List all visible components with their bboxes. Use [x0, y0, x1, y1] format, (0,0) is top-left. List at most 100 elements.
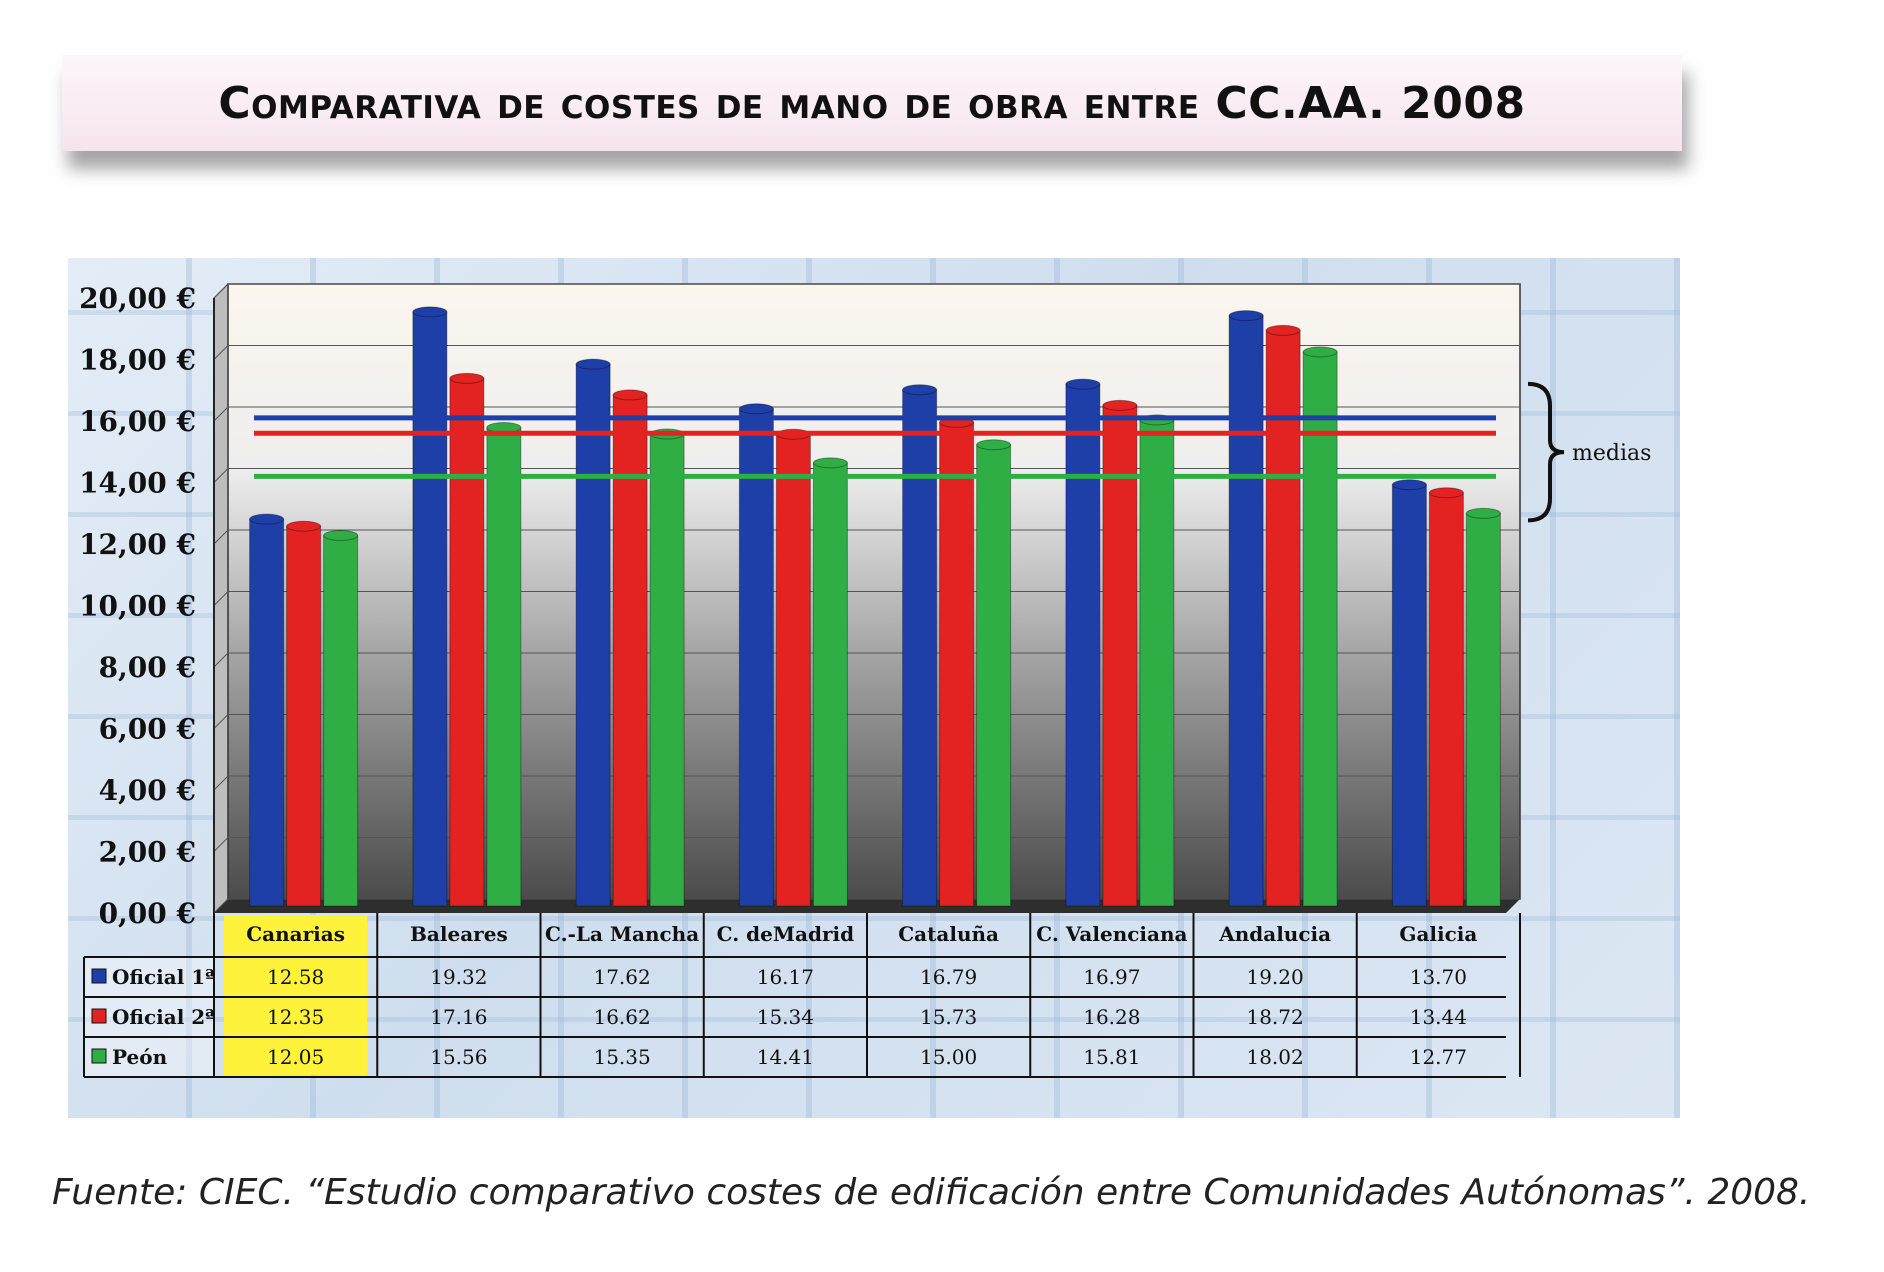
- table-value: 15.56: [430, 1045, 487, 1069]
- table-value: 16.97: [1083, 965, 1140, 989]
- bar-1-2: [412, 311, 448, 907]
- bar-3-8: [1465, 512, 1501, 907]
- table-value: 17.62: [593, 965, 650, 989]
- legend-label: Peón: [112, 1045, 168, 1069]
- gridline-side: [213, 345, 229, 360]
- bar-2-7: [1265, 329, 1301, 907]
- bar-cap: [249, 513, 285, 525]
- gridline-side: [213, 591, 229, 606]
- table-value: 13.70: [1410, 965, 1467, 989]
- bar-cap: [976, 439, 1012, 451]
- gridline-side: [213, 652, 229, 668]
- bar-3-2: [486, 427, 522, 907]
- y-tick-label: 6,00 €: [99, 713, 196, 746]
- bar-cap: [1428, 487, 1464, 499]
- bar-cap: [1102, 399, 1138, 411]
- bar-cap: [1302, 346, 1338, 358]
- table-value: 16.17: [757, 965, 814, 989]
- table-value: 12.58: [267, 965, 324, 989]
- table-value: 15.34: [757, 1005, 814, 1029]
- chart-title-box: Comparativa de costes de mano de obra en…: [62, 55, 1682, 151]
- legend-key: [91, 1048, 107, 1064]
- category-label: C. deMadrid: [717, 922, 854, 946]
- bar-cap: [612, 389, 648, 401]
- table-value: 15.00: [920, 1045, 977, 1069]
- category-label: Baleares: [410, 922, 508, 946]
- table-value: 18.72: [1246, 1005, 1303, 1029]
- bar-2-8: [1428, 492, 1464, 907]
- gridline-side: [213, 898, 229, 914]
- gridline-side: [213, 468, 229, 483]
- table-value: 12.35: [267, 1005, 324, 1029]
- bar-cap: [412, 306, 448, 318]
- bar-cap: [1391, 479, 1427, 491]
- y-tick-label: 20,00 €: [79, 282, 196, 315]
- bar-1-8: [1391, 484, 1427, 907]
- bar-2-6: [1102, 404, 1138, 907]
- average-brace: [1527, 381, 1565, 523]
- legend-label: Oficial 1ª: [112, 965, 215, 989]
- highlight-column: [224, 915, 368, 1075]
- table-value: 12.77: [1410, 1045, 1467, 1069]
- category-label: C. Valenciana: [1036, 922, 1187, 946]
- bar-1-6: [1065, 383, 1101, 907]
- table-value: 12.05: [267, 1045, 324, 1069]
- table-value: 18.02: [1246, 1045, 1303, 1069]
- y-tick-label: 18,00 €: [79, 344, 196, 377]
- table-value: 19.20: [1246, 965, 1303, 989]
- bar-cap: [449, 372, 485, 384]
- table-value: 14.41: [757, 1045, 814, 1069]
- bar-chart: 0,00 € 2,00 € 4,00 € 6,00 € 8,00 € 10,00 € 12,…: [79, 282, 1651, 1078]
- bar-2-4: [775, 433, 811, 907]
- bar-cap: [1465, 507, 1501, 519]
- table-value: 19.32: [430, 965, 487, 989]
- bar-3-4: [812, 462, 848, 907]
- table-value: 15.73: [920, 1005, 977, 1029]
- bar-1-5: [902, 389, 938, 907]
- legend-label: Oficial 2ª: [112, 1005, 215, 1029]
- category-label: C.-La Mancha: [545, 922, 699, 946]
- category-label: Galicia: [1399, 922, 1477, 946]
- bar-cap: [1228, 310, 1264, 322]
- gridline-side: [213, 837, 229, 852]
- category-label: Andalucia: [1218, 922, 1331, 946]
- gridline-side: [213, 775, 229, 791]
- bar-1-7: [1228, 315, 1264, 907]
- gridline-side: [213, 529, 229, 545]
- bar-2-1: [286, 525, 322, 907]
- y-tick-label: 16,00 €: [79, 405, 196, 438]
- y-tick-label: 8,00 €: [99, 651, 196, 684]
- table-value: 17.16: [430, 1005, 487, 1029]
- bar-3-3: [649, 433, 685, 907]
- bar-1-4: [738, 408, 774, 907]
- table-value: 16.28: [1083, 1005, 1140, 1029]
- y-tick-label: 10,00 €: [79, 590, 196, 623]
- gridline-side: [213, 283, 229, 299]
- y-tick-label: 14,00 €: [79, 467, 196, 500]
- chart-title: Comparativa de costes de mano de obra en…: [218, 77, 1526, 129]
- bar-cap: [575, 358, 611, 370]
- table-value: 13.44: [1410, 1005, 1467, 1029]
- bar-2-5: [939, 421, 975, 907]
- y-tick-label: 4,00 €: [99, 774, 196, 807]
- gridline-side: [213, 714, 229, 729]
- chart-panel: 0,00 € 2,00 € 4,00 € 6,00 € 8,00 € 10,00 € 12,…: [68, 258, 1680, 1118]
- y-tick-label: 2,00 €: [99, 836, 196, 869]
- bar-cap: [812, 457, 848, 469]
- bar-cap: [323, 529, 359, 541]
- y-tick-label: 12,00 €: [79, 528, 196, 561]
- gridline-side: [213, 406, 229, 422]
- bar-2-2: [449, 377, 485, 907]
- legend-key: [91, 1008, 107, 1024]
- category-label: Cataluña: [898, 922, 999, 946]
- category-label: Canarias: [246, 922, 345, 946]
- bar-3-7: [1302, 351, 1338, 907]
- bar-3-5: [976, 444, 1012, 907]
- bar-cap: [738, 403, 774, 415]
- bar-1-3: [575, 363, 611, 907]
- bar-cap: [902, 384, 938, 396]
- average-label: medias: [1572, 441, 1651, 466]
- plot-floor: [214, 899, 1520, 913]
- table-value: 16.62: [593, 1005, 650, 1029]
- bar-cap: [1265, 324, 1301, 336]
